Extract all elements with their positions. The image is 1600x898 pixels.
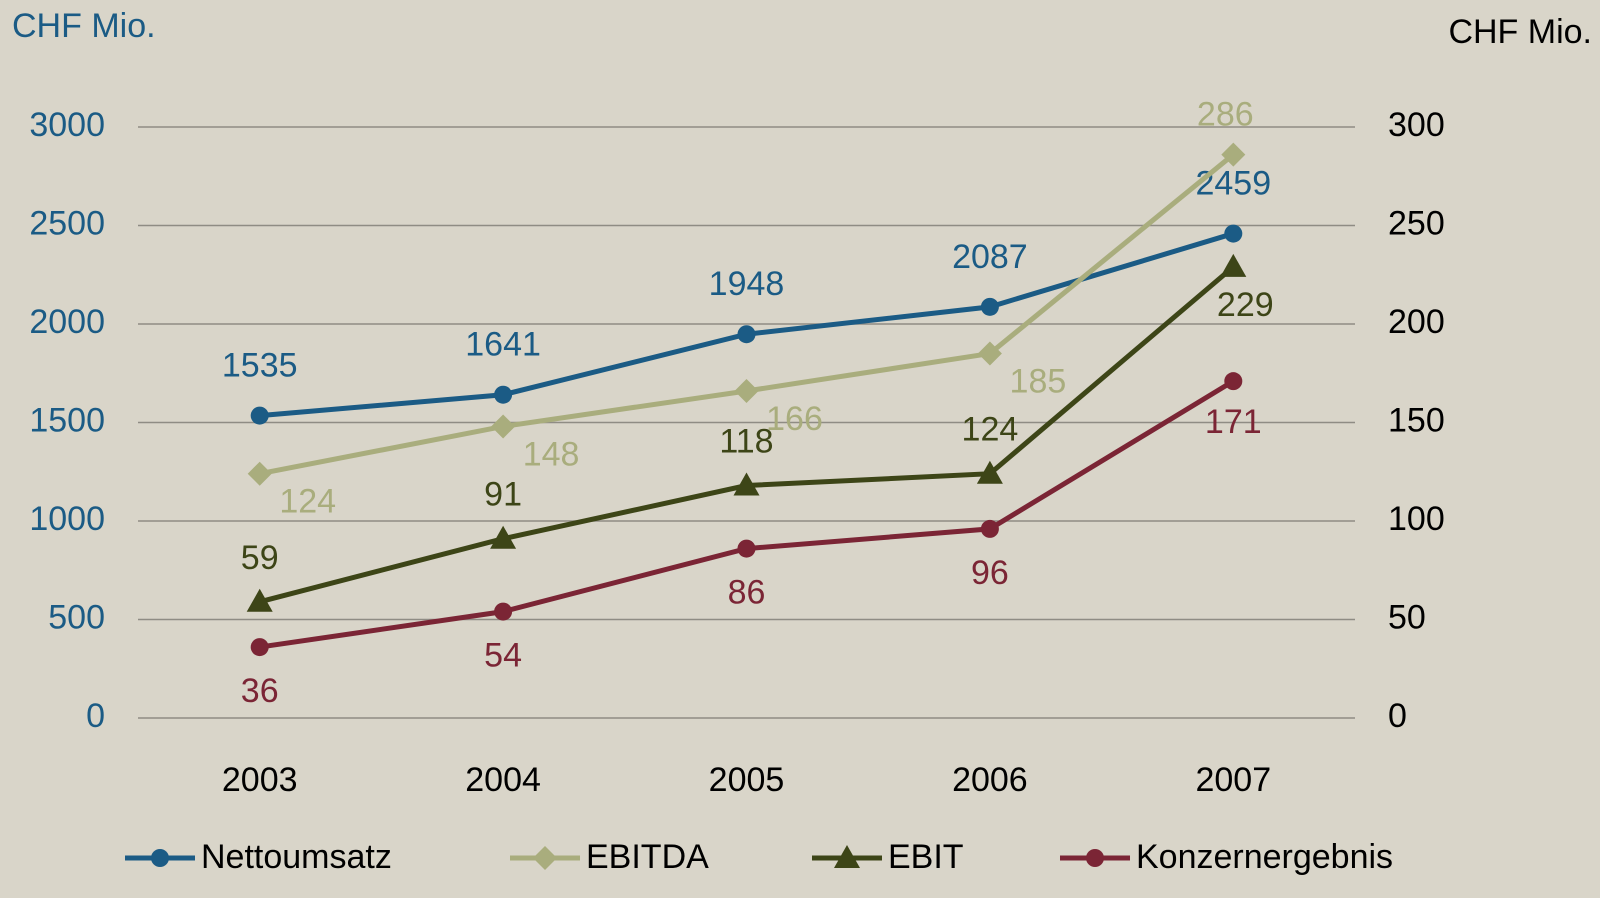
data-label: 59	[241, 539, 279, 577]
data-label: 54	[484, 637, 522, 675]
marker	[491, 414, 516, 439]
y2-tick-label: 300	[1388, 106, 1445, 144]
data-label: 148	[523, 435, 580, 473]
marker	[490, 525, 517, 549]
legend-label: Nettoumsatz	[201, 838, 392, 876]
data-label: 185	[1010, 363, 1067, 401]
y-tick-label: 1500	[29, 401, 105, 439]
marker	[980, 519, 999, 538]
marker	[246, 588, 273, 612]
data-label: 124	[279, 483, 336, 521]
x-tick-label: 2003	[222, 761, 298, 799]
legend-marker	[1086, 849, 1104, 867]
data-label: 96	[971, 554, 1009, 592]
y2-tick-label: 150	[1388, 401, 1445, 439]
y-tick-label: 3000	[29, 106, 105, 144]
data-label: 229	[1217, 286, 1274, 324]
data-label: 1948	[709, 265, 785, 303]
marker	[976, 460, 1003, 484]
marker	[250, 638, 269, 657]
data-label: 171	[1205, 403, 1262, 441]
x-tick-label: 2005	[709, 761, 785, 799]
marker	[734, 378, 759, 403]
marker	[977, 341, 1002, 366]
data-label: 124	[962, 411, 1019, 449]
data-label: 286	[1197, 96, 1254, 134]
data-label: 1535	[222, 347, 298, 385]
y-tick-label: 500	[48, 598, 105, 636]
y-tick-label: 0	[86, 697, 105, 735]
legend-label: EBIT	[888, 838, 964, 876]
y2-tick-label: 100	[1388, 500, 1445, 538]
y-tick-label: 2500	[29, 204, 105, 242]
marker	[1221, 142, 1246, 167]
marker	[494, 385, 513, 404]
legend-marker	[834, 845, 860, 868]
legend-marker	[533, 846, 557, 870]
data-label: 166	[766, 400, 823, 438]
marker	[737, 539, 756, 558]
marker	[1224, 372, 1243, 391]
data-label: 118	[719, 423, 773, 461]
y2-tick-label: 200	[1388, 303, 1445, 341]
data-label: 86	[728, 574, 766, 612]
marker	[733, 472, 760, 496]
data-label: 1641	[465, 326, 541, 364]
x-tick-label: 2007	[1195, 761, 1271, 799]
x-tick-label: 2004	[465, 761, 541, 799]
legend-label: Konzernergebnis	[1136, 838, 1393, 876]
data-label: 2459	[1195, 165, 1271, 203]
y-axis-title: CHF Mio.	[12, 7, 156, 45]
marker	[494, 602, 513, 621]
data-label: 91	[484, 476, 522, 514]
marker	[247, 461, 272, 486]
y-tick-label: 1000	[29, 500, 105, 538]
data-label: 36	[241, 672, 279, 710]
y2-axis-title: CHF Mio.	[1448, 13, 1592, 51]
marker	[737, 325, 756, 344]
y2-tick-label: 50	[1388, 598, 1426, 636]
marker	[1220, 253, 1247, 277]
legend-label: EBITDA	[586, 838, 709, 876]
y-tick-label: 2000	[29, 303, 105, 341]
y2-tick-label: 0	[1388, 697, 1407, 735]
x-tick-label: 2006	[952, 761, 1028, 799]
y2-tick-label: 250	[1388, 204, 1445, 242]
marker	[1224, 224, 1243, 243]
legend-marker	[151, 849, 169, 867]
data-label: 2087	[952, 238, 1028, 276]
marker	[980, 297, 999, 316]
marker	[250, 406, 269, 425]
